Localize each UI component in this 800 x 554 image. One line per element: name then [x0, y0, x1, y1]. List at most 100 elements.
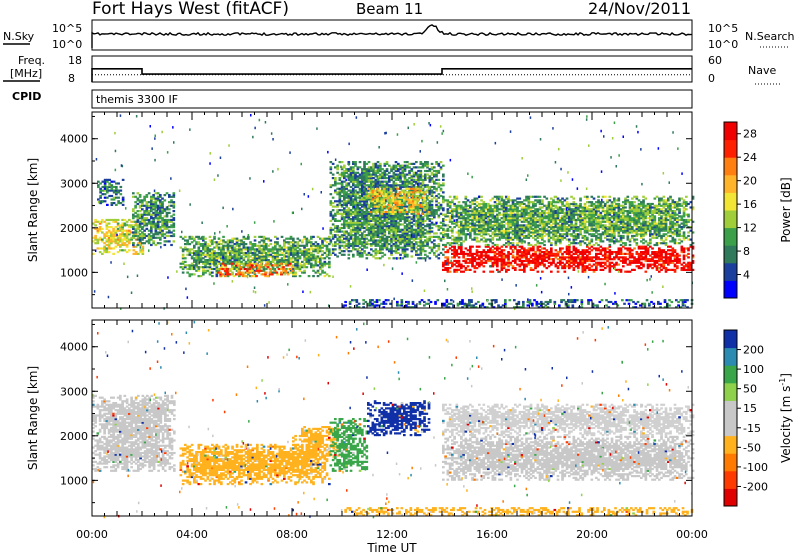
heatmap-cell [117, 182, 120, 185]
heatmap-cell [278, 248, 282, 251]
heatmap-cell [385, 187, 389, 190]
heatmap-cell [466, 249, 470, 252]
heatmap-cell [446, 215, 450, 218]
heatmap-cell [581, 251, 585, 254]
heatmap-cell [396, 193, 399, 196]
heatmap-cell [356, 180, 360, 183]
heatmap-cell [473, 252, 477, 255]
heatmap-cell [403, 235, 407, 238]
heatmap-cell [599, 245, 603, 248]
heatmap-cell [466, 220, 470, 223]
heatmap-cell [282, 269, 285, 272]
heatmap-cell [673, 256, 677, 259]
heatmap-cell [156, 217, 160, 220]
heatmap-cell [283, 271, 286, 274]
heatmap-cell [213, 251, 216, 255]
heatmap-cell [190, 235, 194, 238]
heatmap-cell [172, 204, 176, 207]
heatmap-cell [410, 246, 414, 249]
heatmap-cell [391, 198, 395, 201]
heatmap-cell [398, 196, 402, 199]
heatmap-cell [121, 226, 124, 229]
heatmap-cell [224, 260, 228, 263]
heatmap-cell [208, 267, 212, 271]
heatmap-cell [496, 265, 499, 268]
heatmap-cell [561, 267, 564, 270]
heatmap-cell [511, 267, 515, 270]
heatmap-cell [426, 196, 429, 199]
heatmap-cell [336, 168, 339, 171]
heatmap-cell [412, 171, 416, 174]
heatmap-cell [259, 266, 263, 269]
heatmap-cell [651, 259, 654, 263]
heatmap-cell [161, 229, 164, 232]
heatmap-cell [349, 218, 353, 221]
heatmap-cell [574, 259, 578, 263]
heatmap-cell [397, 230, 400, 233]
heatmap-cell [336, 230, 339, 233]
heatmap-cell [208, 271, 212, 274]
heatmap-cell [267, 239, 270, 242]
heatmap-cell [372, 237, 375, 240]
heatmap-cell [345, 194, 348, 198]
heatmap-cell [262, 239, 266, 242]
heatmap-cell [615, 251, 618, 254]
heatmap-cell [112, 233, 115, 236]
heatmap-cell [163, 208, 167, 211]
heatmap-cell [664, 267, 668, 270]
heatmap-cell [352, 255, 355, 258]
heatmap-cell [334, 244, 337, 247]
heatmap-cell [406, 178, 409, 181]
heatmap-cell [559, 261, 562, 264]
heatmap-cell [305, 255, 309, 258]
heatmap-cell [669, 245, 672, 248]
heatmap-cell [406, 225, 409, 228]
heatmap-cell [417, 184, 420, 187]
heatmap-cell [141, 213, 144, 216]
heatmap-cell [631, 254, 634, 257]
heatmap-cell [435, 210, 438, 214]
heatmap-cell [480, 234, 483, 238]
heatmap-cell [222, 241, 225, 244]
heatmap-cell [624, 258, 627, 261]
heatmap-cell [152, 242, 155, 245]
heatmap-cell [141, 252, 145, 255]
heatmap-cell [179, 235, 183, 238]
heatmap-cell [583, 258, 587, 261]
heatmap-cell [229, 269, 232, 272]
heatmap-cell [653, 263, 657, 266]
heatmap-cell [642, 265, 645, 268]
heatmap-cell [399, 216, 402, 219]
heatmap-cell [287, 241, 291, 244]
heatmap-cell [352, 230, 355, 233]
heatmap-cell [469, 254, 472, 257]
heatmap-cell [141, 227, 144, 230]
heatmap-cell [356, 218, 360, 221]
heatmap-cell [292, 248, 295, 251]
heatmap-cell [215, 269, 219, 272]
heatmap-cell [352, 169, 355, 173]
heatmap-cell [628, 263, 632, 266]
heatmap-cell [356, 232, 360, 235]
heatmap-cell [329, 241, 333, 244]
heatmap-cell [446, 236, 450, 239]
heatmap-cell [312, 253, 315, 256]
heatmap-cell [419, 166, 423, 169]
heatmap-cell [498, 252, 501, 255]
heatmap-cell [471, 263, 474, 266]
heatmap-cell [633, 261, 636, 264]
heatmap-cell [475, 258, 479, 261]
heatmap-cell [172, 224, 176, 227]
heatmap-cell [374, 234, 378, 237]
heatmap-cell [631, 259, 634, 263]
heatmap-cell [217, 243, 221, 246]
heatmap-cell [590, 249, 594, 252]
heatmap-cell [276, 248, 279, 251]
heatmap-cell [433, 180, 436, 183]
heatmap-cell [464, 217, 468, 220]
heatmap-cell [345, 175, 348, 178]
heatmap-cell [500, 261, 504, 264]
heatmap-cell [305, 259, 309, 262]
heatmap-cell [543, 252, 546, 255]
heatmap-cell [408, 203, 411, 206]
